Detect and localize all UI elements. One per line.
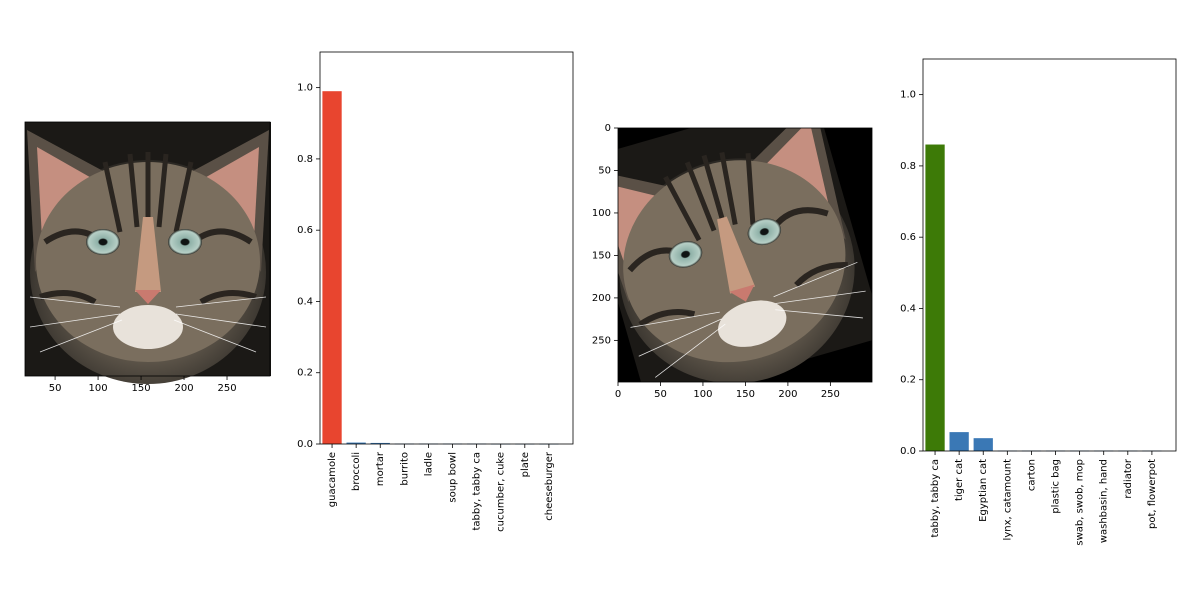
y-ticks: 0.0 0.2 0.4 0.6 0.8 1.0 (297, 83, 320, 450)
x-ticks: tabby, tabby ca tiger cat Egyptian cat lynx… (930, 451, 1158, 546)
x-tick-label: soup bowl (448, 452, 459, 503)
y-tick-label: 250 (592, 335, 611, 346)
image-frame (24, 121, 271, 377)
plot-frame (319, 51, 574, 445)
bar (370, 442, 390, 444)
y-tick-label: 0.2 (297, 368, 313, 379)
image-frame (617, 127, 873, 383)
y-tick-label: 1.0 (297, 83, 313, 94)
x-tick-label: 250 (217, 383, 236, 394)
y-tick-label: 0.6 (900, 232, 916, 243)
x-tick-label: burrito (399, 452, 410, 486)
x-tick-label: radiator (1123, 458, 1134, 499)
x-tick-label: 100 (89, 383, 108, 394)
x-tick-label: guacamole (327, 452, 338, 507)
x-tick-label: mortar (375, 451, 386, 486)
y-tick-label: 0.0 (900, 446, 916, 457)
x-tick-label: lynx, catamount (1002, 459, 1013, 541)
y-tick-label: 1.0 (900, 90, 916, 101)
bar (973, 438, 993, 451)
bar (346, 442, 366, 444)
x-tick-label: tiger cat (954, 459, 965, 501)
original-image-panel: 50 100 150 200 250 (25, 122, 271, 394)
x-tick-label: 150 (132, 383, 151, 394)
bar (949, 432, 969, 451)
y-tick-label: 150 (592, 250, 611, 261)
bars (322, 91, 559, 445)
x-tick-label: tabby, tabby ca (930, 459, 941, 538)
x-tick-label: broccoli (351, 452, 362, 491)
x-tick-label: washbasin, hand (1099, 459, 1110, 543)
y-ticks: 0.0 0.2 0.4 0.6 0.8 1.0 (900, 90, 923, 457)
x-tick-label: 150 (736, 389, 755, 400)
plot-frame (922, 58, 1177, 452)
x-tick-label: Egyptian cat (978, 459, 989, 522)
y-tick-label: 0.8 (297, 154, 313, 165)
x-tick-label: plate (520, 452, 531, 477)
rotated-image-panel: 0 50 100 150 200 250 0 50 100 150 200 250 (592, 123, 873, 400)
y-tick-label: 0.4 (297, 296, 313, 307)
y-tick-label: 0.0 (297, 439, 313, 450)
x-ticks: 0 50 100 150 200 250 (615, 382, 840, 400)
y-tick-label: 0 (605, 123, 611, 134)
bar (322, 91, 342, 444)
x-tick-label: 200 (174, 383, 193, 394)
y-ticks: 0 50 100 150 200 250 (592, 123, 618, 346)
x-tick-label: 50 (654, 389, 667, 400)
x-tick-label: 250 (821, 389, 840, 400)
cat-image (25, 122, 271, 384)
x-tick-label: 100 (693, 389, 712, 400)
x-tick-label: swab, swob, mop (1075, 459, 1086, 546)
x-tick-label: carton (1026, 459, 1037, 491)
x-tick-label: pot, flowerpot (1147, 459, 1158, 529)
x-tick-label: plastic bag (1051, 459, 1062, 514)
x-tick-label: 50 (49, 383, 62, 394)
y-tick-label: 0.8 (900, 161, 916, 172)
bar (925, 144, 945, 451)
bar-chart-rotated: 0.0 0.2 0.4 0.6 0.8 1.0 tabby, tabby ca tiger … (900, 58, 1177, 546)
bars (925, 144, 1162, 452)
x-tick-label: cheeseburger (544, 451, 555, 521)
x-ticks: 50 100 150 200 250 (49, 376, 237, 394)
y-tick-label: 200 (592, 293, 611, 304)
bar-chart-original: 0.0 0.2 0.4 0.6 0.8 1.0 guacamole broccoli mort… (297, 51, 574, 532)
y-tick-label: 0.6 (297, 225, 313, 236)
x-ticks: guacamole broccoli mortar burrito ladle soup … (327, 444, 555, 532)
y-tick-label: 100 (592, 208, 611, 219)
y-tick-label: 0.4 (900, 303, 916, 314)
x-tick-label: cucumber, cuke (496, 452, 507, 532)
x-tick-label: tabby, tabby ca (472, 452, 483, 531)
x-tick-label: ladle (423, 452, 434, 476)
y-tick-label: 50 (598, 165, 611, 176)
x-tick-label: 0 (615, 389, 621, 400)
x-tick-label: 200 (778, 389, 797, 400)
y-tick-label: 0.2 (900, 375, 916, 386)
